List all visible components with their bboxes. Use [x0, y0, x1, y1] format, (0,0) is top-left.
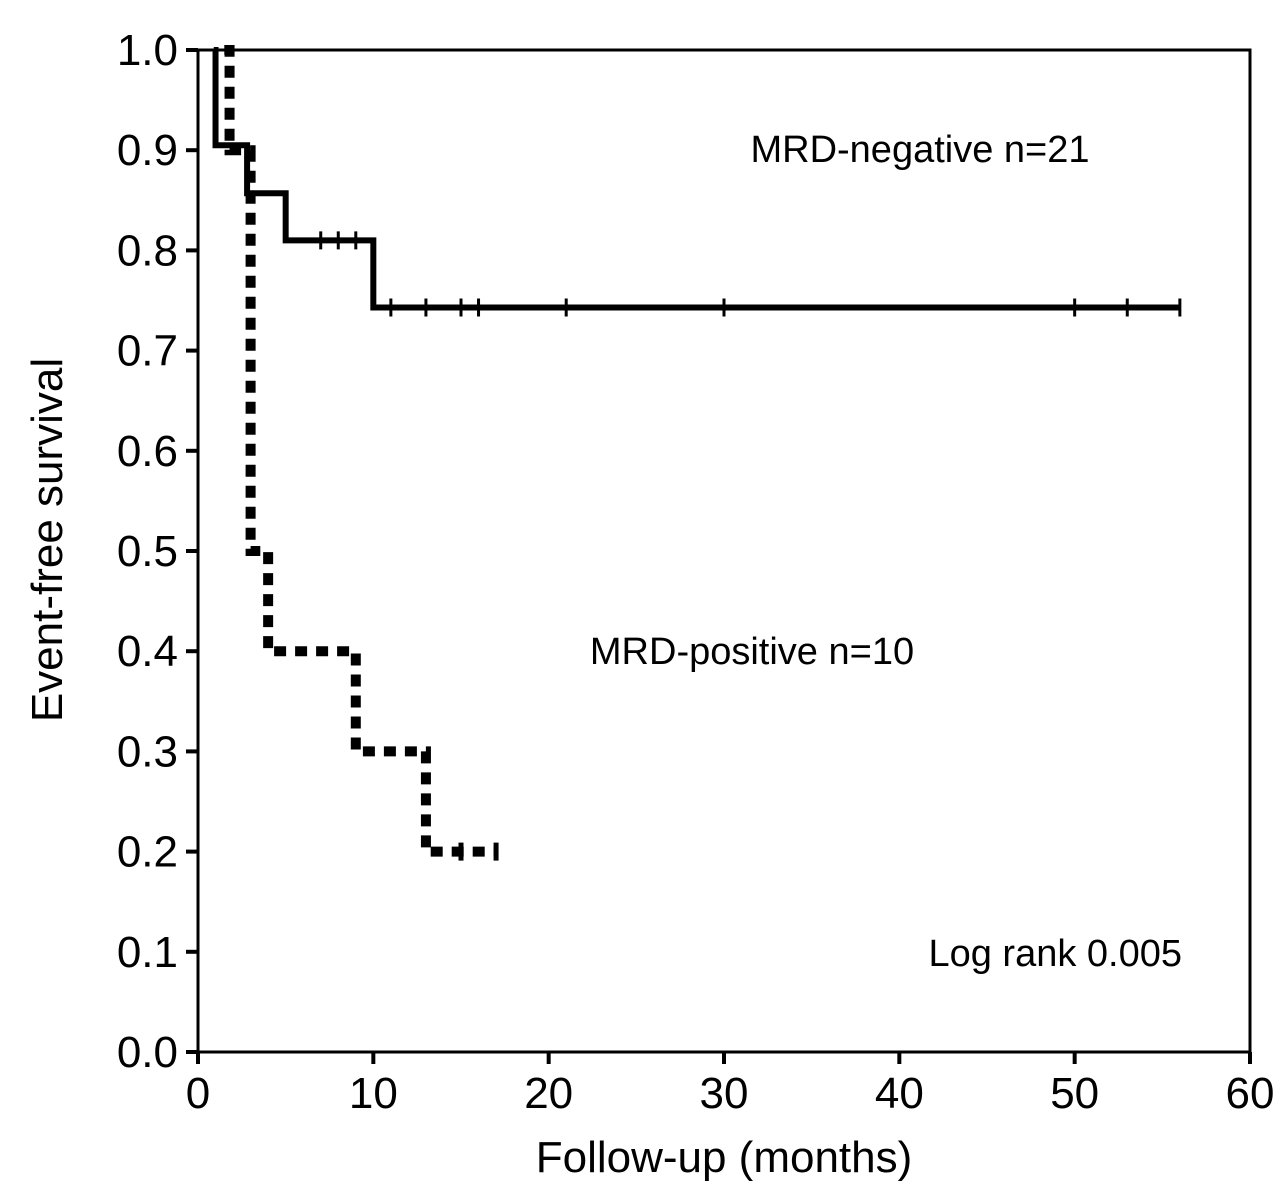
- series-mrd-positive: [224, 45, 499, 861]
- y-tick-label: 0.5: [117, 527, 178, 576]
- series-mrd-negative: [212, 47, 1182, 317]
- x-tick-label: 30: [700, 1069, 749, 1118]
- series-layer: [212, 45, 1182, 861]
- y-tick-label: 0.7: [117, 327, 178, 376]
- y-tick-label: 0.9: [117, 126, 178, 175]
- x-axis-title: Follow-up (months): [536, 1133, 913, 1182]
- annotation-log-rank: Log rank 0.005: [928, 933, 1182, 975]
- y-tick-label: 0.3: [117, 727, 178, 776]
- x-tick-label: 40: [875, 1069, 924, 1118]
- x-axis: 0 10 20 30 40 50 60: [186, 1052, 1275, 1118]
- x-tick-label: 0: [186, 1069, 210, 1118]
- plot-frame: [196, 48, 1252, 1054]
- series-line: [224, 45, 497, 857]
- series-line: [212, 47, 1180, 311]
- y-tick-label: 0.1: [117, 928, 178, 977]
- x-tick-label: 50: [1050, 1069, 1099, 1118]
- y-axis-title: Event-free survival: [23, 358, 72, 722]
- y-tick-label: 0.2: [117, 828, 178, 877]
- y-tick-label: 0.4: [117, 627, 178, 676]
- y-axis: 0.0 0.1 0.2 0.3 0.4 0.5 0.6 0.7 0.8 0.9 1.0: [117, 26, 198, 1077]
- x-tick-label: 60: [1226, 1069, 1275, 1118]
- y-tick-label: 1.0: [117, 26, 178, 75]
- y-tick-label: 0.8: [117, 226, 178, 275]
- y-tick-label: 0.6: [117, 427, 178, 476]
- x-tick-label: 10: [349, 1069, 398, 1118]
- x-tick-label: 20: [524, 1069, 573, 1118]
- y-tick-label: 0.0: [117, 1028, 178, 1077]
- annotation-mrd-negative: MRD-negative n=21: [750, 129, 1089, 171]
- annotation-mrd-positive: MRD-positive n=10: [590, 631, 914, 673]
